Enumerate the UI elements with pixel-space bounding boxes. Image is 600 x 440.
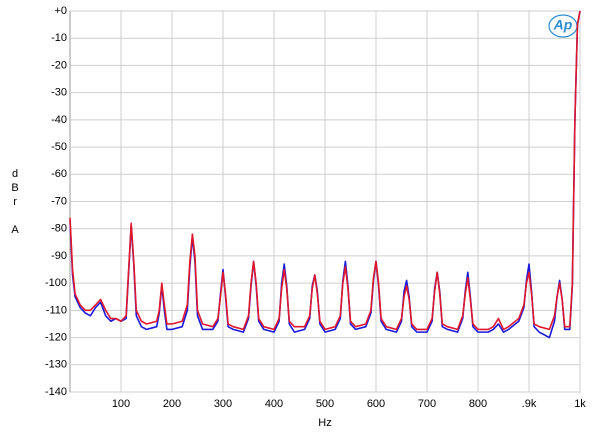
x-tick-label: 800 xyxy=(469,398,487,410)
y-tick-label: -60 xyxy=(51,168,67,180)
x-tick-label: .9k xyxy=(522,398,537,410)
y-tick-label: -10 xyxy=(51,32,67,44)
x-tick-label: 300 xyxy=(214,398,232,410)
series-line xyxy=(69,10,581,339)
x-tick-label: 400 xyxy=(265,398,283,410)
y-tick-label: -30 xyxy=(51,87,67,99)
y-tick-label: -80 xyxy=(51,223,67,235)
x-tick-label: 100 xyxy=(112,398,130,410)
y-tick-label: -70 xyxy=(51,195,67,207)
y-tick-label: -110 xyxy=(46,304,67,316)
y-tick-label: -120 xyxy=(45,331,67,343)
y-tick-label: -20 xyxy=(51,59,67,71)
y-axis-unit: A xyxy=(11,224,19,236)
y-tick-label: -40 xyxy=(51,114,67,126)
y-axis-label: dBr xyxy=(9,168,21,210)
y-tick-label: -130 xyxy=(45,359,67,371)
y-tick-label: +0 xyxy=(54,5,67,17)
x-tick-label: 700 xyxy=(418,398,436,410)
y-tick-label: -140 xyxy=(45,386,67,398)
x-axis-label: Hz xyxy=(318,417,331,429)
x-tick-label: 600 xyxy=(367,398,385,410)
y-tick-label: -50 xyxy=(51,141,67,153)
y-tick-label: -90 xyxy=(51,250,67,262)
x-tick-label: 1k xyxy=(574,398,586,410)
x-tick-label: 200 xyxy=(163,398,181,410)
x-tick-label: 500 xyxy=(316,398,334,410)
y-tick-label: -100 xyxy=(45,277,67,289)
series-line xyxy=(69,10,581,331)
logo: Ap xyxy=(553,17,573,33)
